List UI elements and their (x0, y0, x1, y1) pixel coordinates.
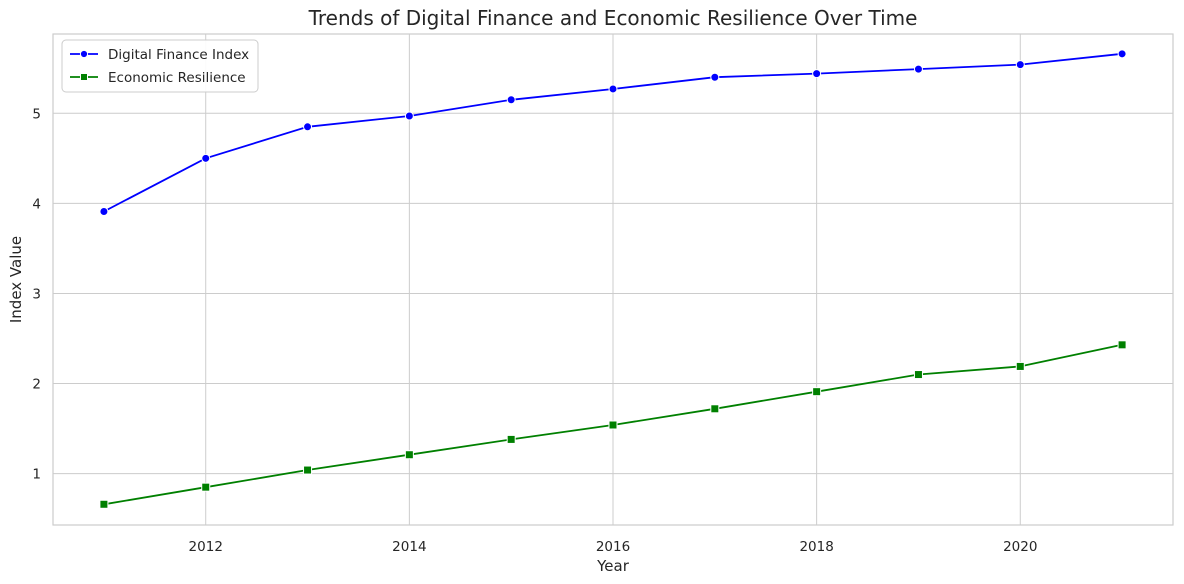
x-tick-label: 2014 (392, 539, 426, 555)
legend-marker (79, 49, 89, 59)
data-point (303, 122, 313, 132)
chart-title: Trends of Digital Finance and Economic R… (308, 6, 918, 30)
legend-box (61, 39, 259, 93)
data-point (506, 434, 516, 444)
x-tick-label: 2012 (189, 539, 223, 555)
data-point (404, 111, 414, 121)
data-point (404, 450, 414, 460)
y-tick-label: 1 (32, 467, 41, 483)
data-point (1117, 340, 1127, 350)
data-point (99, 499, 109, 509)
legend-item: Economic Resilience (70, 70, 246, 86)
tick-labels: 2012 2014 2016 2018 2020 1 2 3 4 5 (32, 106, 1037, 555)
y-tick-label: 2 (32, 377, 41, 393)
legend: Digital Finance Index Economic Resilience (61, 39, 259, 93)
data-point (913, 370, 923, 380)
data-point (1117, 49, 1127, 59)
y-tick-label: 3 (32, 286, 41, 302)
data-point (506, 95, 516, 105)
x-tick-label: 2020 (1003, 539, 1037, 555)
data-point (201, 482, 211, 492)
series-1 (99, 49, 1127, 216)
data-point (812, 69, 822, 79)
y-axis-label: Index Value (7, 236, 25, 323)
data-point (201, 153, 211, 163)
data-point (913, 64, 923, 74)
series-layer (99, 49, 1127, 509)
data-point (303, 465, 313, 475)
data-point (1015, 361, 1025, 371)
data-point (812, 387, 822, 397)
data-point (710, 72, 720, 82)
legend-label: Digital Finance Index (108, 47, 249, 63)
data-point (608, 420, 618, 430)
x-tick-label: 2018 (799, 539, 833, 555)
y-tick-label: 4 (32, 196, 41, 212)
grid (53, 34, 1173, 525)
data-point (710, 404, 720, 414)
x-tick-label: 2016 (596, 539, 630, 555)
legend-item: Digital Finance Index (70, 47, 249, 63)
y-tick-label: 5 (32, 106, 41, 122)
data-point (99, 206, 109, 216)
legend-label: Economic Resilience (108, 70, 246, 86)
plot-frame (52, 33, 1174, 526)
legend-marker (80, 73, 88, 81)
series-2 (99, 340, 1127, 509)
data-point (608, 84, 618, 94)
x-axis-label: Year (596, 557, 630, 575)
data-point (1015, 60, 1025, 70)
